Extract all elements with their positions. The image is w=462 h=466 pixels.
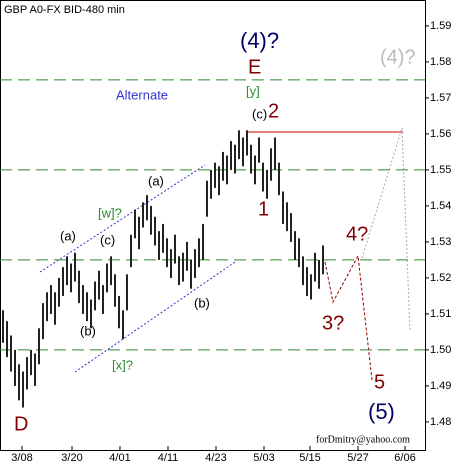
wave-label: E [248, 56, 261, 78]
projection [324, 254, 373, 381]
wave-label: [w]? [98, 205, 122, 220]
wave-label: 2 [268, 100, 279, 122]
y-tick-label: 1.50 [430, 344, 451, 356]
y-tick-label: 1.55 [430, 164, 451, 176]
wave-label: (b) [194, 295, 210, 310]
x-tick-label: 4/23 [205, 452, 226, 464]
wave-label: [x]? [112, 357, 133, 372]
x-tick-label: 5/03 [253, 452, 274, 464]
alt-projection [361, 127, 411, 331]
y-tick-label: 1.56 [430, 128, 451, 140]
x-tick-label: 3/20 [61, 452, 82, 464]
footer: forDmitry@yahoo.com [316, 434, 410, 445]
wave-label: (b) [80, 323, 96, 338]
y-tick-label: 1.54 [430, 200, 451, 212]
wave-label: (c) [100, 232, 115, 247]
wave-label: (4)? [240, 28, 279, 53]
y-tick-label: 1.58 [430, 56, 451, 68]
y-tick-label: 1.59 [430, 20, 451, 32]
y-tick-label: 1.53 [430, 236, 451, 248]
wave-label: (5) [368, 399, 395, 424]
y-tick-label: 1.49 [430, 380, 451, 392]
x-tick-label: 5/15 [299, 452, 320, 464]
chart-title: GBP A0-FX BID-480 min [4, 4, 125, 16]
wave-label: (4)? [380, 46, 416, 68]
wave-label: (c) [252, 106, 267, 121]
wave-label: Alternate [116, 87, 168, 102]
channel-line [74, 261, 236, 373]
wave-label: 1 [258, 198, 269, 220]
wave-label: 5 [374, 371, 385, 393]
x-tick-label: 3/08 [11, 452, 32, 464]
wave-label: (a) [60, 228, 76, 243]
channel-line [39, 164, 206, 273]
plot-frame [0, 0, 426, 451]
x-tick-label: 5/27 [347, 452, 368, 464]
x-tick-label: 4/01 [109, 452, 130, 464]
y-tick-label: 1.51 [430, 308, 451, 320]
x-tick-label: 6/06 [394, 452, 415, 464]
wave-label: 3? [322, 312, 344, 334]
wave-label: 4? [346, 223, 368, 245]
y-tick-label: 1.52 [430, 272, 451, 284]
y-tick-label: 1.57 [430, 92, 451, 104]
wave-label: (a) [148, 173, 164, 188]
y-tick-label: 1.48 [430, 416, 451, 428]
wave-label: [y] [246, 83, 260, 98]
wave-label: D [14, 413, 28, 435]
x-tick-label: 4/11 [158, 452, 179, 464]
